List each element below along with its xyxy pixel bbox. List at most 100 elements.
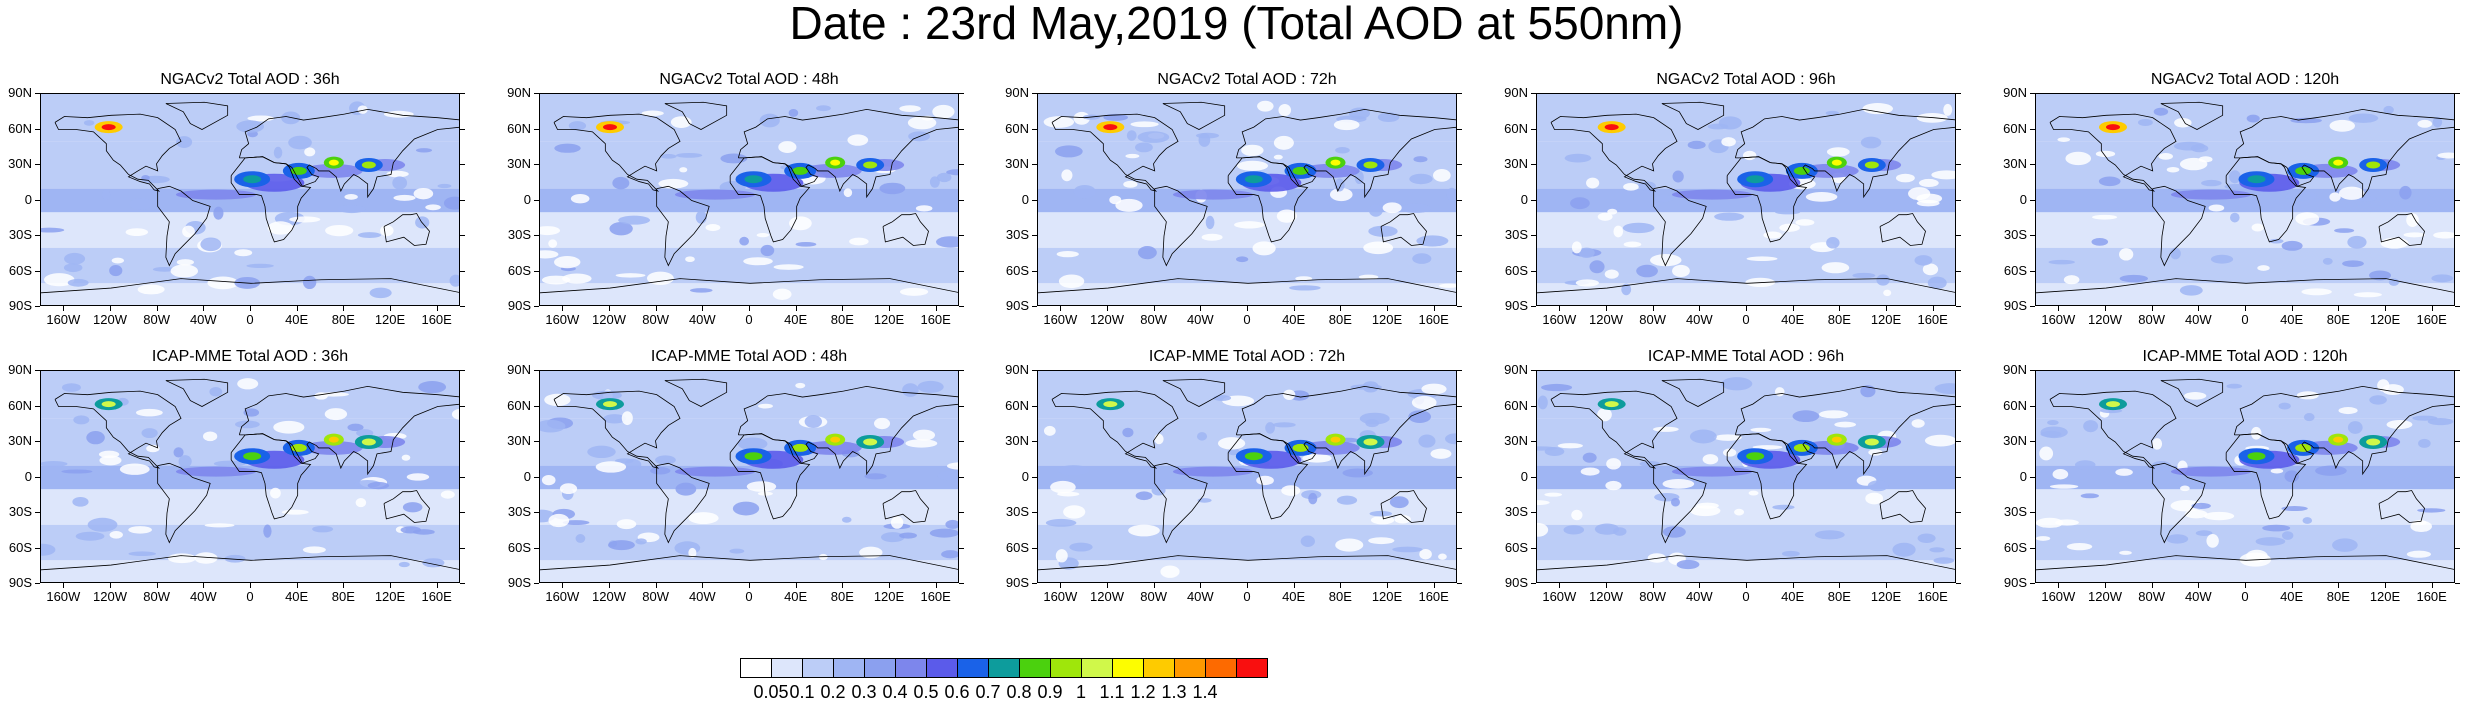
aod-patch [2380,237,2409,249]
lat-tick [1531,270,1536,272]
aod-band [2036,465,2454,490]
aod-patch [75,531,105,541]
aod-hotspot [792,443,809,452]
aod-patch [2270,468,2284,474]
lon-tick-label: 40E [285,589,309,604]
aod-patch [772,288,792,300]
aod-patch [2315,465,2347,476]
aod-patch [2281,240,2303,251]
aod-hotspot [603,401,617,408]
coastline [2036,278,2454,294]
aod-patch [67,278,89,287]
lat-tick-label: 30N [1504,156,1528,171]
lon-tick [1746,583,1747,588]
lon-tick-label: 120W [592,589,626,604]
coastline [1661,378,1725,407]
aod-patch [1278,103,1292,117]
aod-patch [141,175,150,181]
aod-patch [119,463,150,475]
lat-tick [2030,441,2035,442]
lat-tick-label: 90S [8,298,32,313]
aod-patch [1604,269,1619,279]
lat-tick [1457,235,1462,236]
aod-patch [1273,135,1294,150]
lat-tick [1956,512,1961,513]
aod-band [1038,524,1456,561]
lat-tick [534,547,539,549]
aod-patch [167,553,197,564]
lat-tick-label: 0 [523,468,531,484]
lon-tick [655,583,657,588]
aod-patch [2184,509,2208,519]
aod-patch [917,380,944,393]
aod-patch [760,244,775,257]
aod-hotspot [2366,161,2381,169]
lon-tick-label: 120E [1371,312,1403,327]
lat-tick [2455,306,2460,307]
lon-tick-label: 160E [1418,589,1449,604]
aod-patch [224,554,246,563]
aod-patch [1043,116,1075,128]
lat-tick [1956,199,1961,201]
lat-tick [35,270,40,272]
lat-tick [1956,583,1961,584]
lon-tick [390,583,391,588]
aod-patch [1795,219,1815,226]
aod-band [1537,283,1955,305]
aod-plume [801,440,862,455]
lon-tick-label: 160E [1917,589,1948,604]
lat-tick-label: 60N [8,120,32,136]
coastline [553,390,681,469]
aod-patch [2115,468,2133,476]
aod-patch [2095,150,2116,158]
aod-hotspot [863,438,878,446]
aod-patch [936,172,952,183]
aod-patch [2353,292,2382,298]
aod-band [1537,489,1955,525]
aod-patch [675,152,703,158]
aod-patch [1714,212,1745,221]
colorbar-label: 0.7 [975,682,1001,702]
aod-patch [1582,452,1597,463]
aod-patch [1213,394,1232,401]
map-canvas [1038,94,1456,305]
lon-tick-label: 80W [143,589,171,604]
lat-tick [1457,441,1462,442]
lat-tick-label: 30S [8,227,32,242]
aod-hotspot [830,436,841,443]
lat-tick [1032,306,1037,307]
lon-tick-label: 120E [1371,589,1403,604]
lat-tick [1956,370,1961,371]
aod-patch [624,458,642,471]
aod-hotspot [2247,452,2266,461]
aod-patch [1335,538,1364,552]
lon-tick-label: 40W [688,312,716,327]
lon-tick-label: 0 [246,312,254,327]
aod-patch [1430,448,1452,459]
lat-tick-label: 30N [8,156,32,171]
lon-tick-label: 80W [1140,312,1168,327]
aod-patch [615,273,646,278]
aod-hotspot [603,124,617,131]
aod-patch [2246,549,2268,563]
lon-tick [1433,306,1435,311]
lon-tick-label: 120E [873,589,905,604]
coastline [41,555,459,571]
aod-patch [2417,508,2446,513]
lon-tick [749,306,750,311]
lat-tick [2455,164,2460,165]
lat-tick-label: 60N [8,397,32,413]
lat-tick [1531,306,1536,307]
aod-patch [847,134,869,146]
aod-patch [437,183,452,189]
aod-patch [641,110,664,117]
aod-patch [402,502,423,513]
aod-patch [688,512,719,525]
lat-tick [1531,405,1536,407]
aod-patch [1922,263,1939,276]
lon-tick-label: 120W [1090,589,1124,604]
aod-patch [1702,454,1719,465]
aod-patch [1544,492,1563,497]
aod-patch [548,239,558,248]
lat-tick [2030,583,2035,584]
